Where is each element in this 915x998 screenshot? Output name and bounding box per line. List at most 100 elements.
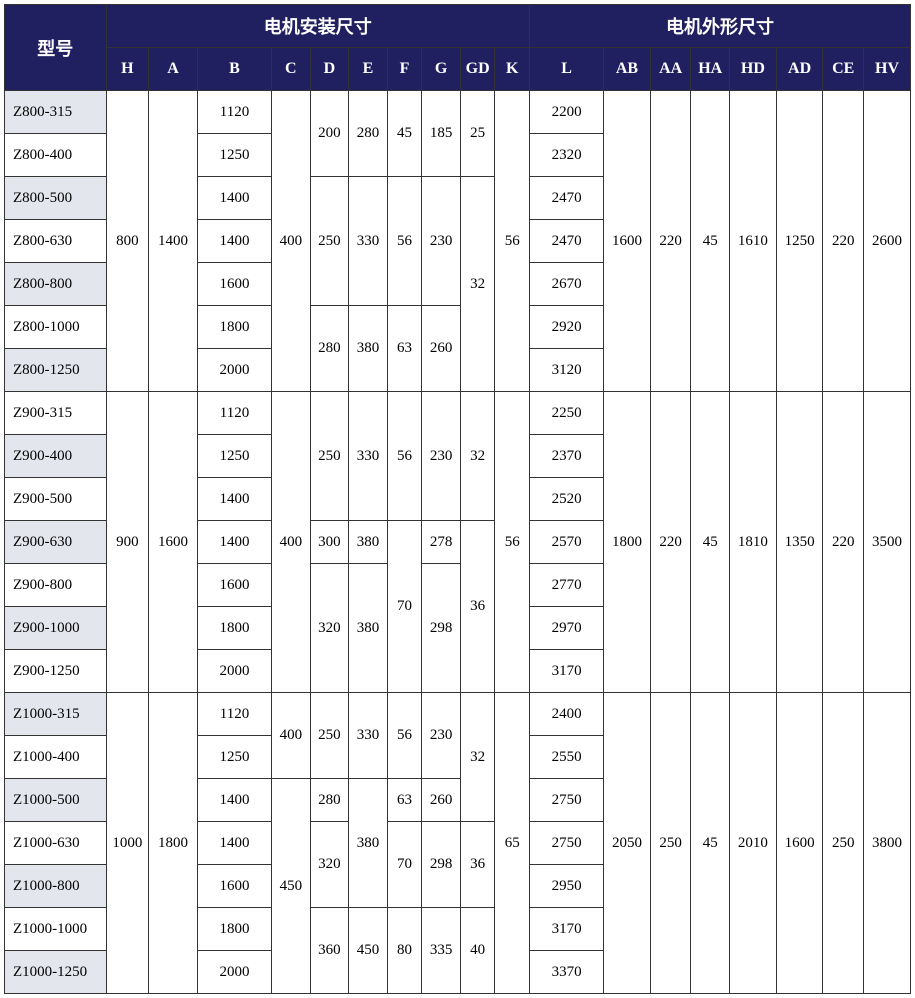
cell-model: Z800-400 (5, 134, 107, 177)
cell-B: 1400 (197, 220, 271, 263)
cell-E: 280 (349, 91, 388, 177)
header-col-GD: GD (460, 48, 495, 91)
header-install: 电机安装尺寸 (106, 5, 529, 48)
cell-L: 2920 (530, 306, 604, 349)
cell-model: Z1000-500 (5, 779, 107, 822)
header-col-H: H (106, 48, 149, 91)
cell-model: Z800-630 (5, 220, 107, 263)
cell-HV: 2600 (864, 91, 911, 392)
cell-D: 200 (310, 91, 349, 177)
cell-AA: 250 (650, 693, 691, 994)
header-col-G: G (422, 48, 461, 91)
cell-CE: 220 (823, 91, 864, 392)
cell-B: 1600 (197, 263, 271, 306)
cell-G: 185 (422, 91, 461, 177)
header-col-AB: AB (604, 48, 651, 91)
cell-model: Z1000-1250 (5, 951, 107, 994)
cell-D: 320 (310, 564, 349, 693)
cell-E: 330 (349, 177, 388, 306)
cell-D: 360 (310, 908, 349, 994)
table-header: 型号电机安装尺寸电机外形尺寸HABCDEFGGDKLABAAHAHDADCEHV (5, 5, 911, 91)
header-col-HV: HV (864, 48, 911, 91)
cell-HA: 45 (691, 392, 730, 693)
cell-HD: 2010 (730, 693, 777, 994)
cell-L: 2750 (530, 779, 604, 822)
cell-L: 2470 (530, 177, 604, 220)
header-col-HA: HA (691, 48, 730, 91)
cell-E: 450 (349, 908, 388, 994)
cell-F: 45 (387, 91, 422, 177)
cell-model: Z800-1250 (5, 349, 107, 392)
cell-L: 3370 (530, 951, 604, 994)
cell-B: 1800 (197, 607, 271, 650)
cell-C: 400 (272, 693, 311, 779)
cell-B: 2000 (197, 650, 271, 693)
header-outline: 电机外形尺寸 (530, 5, 911, 48)
cell-K: 65 (495, 693, 530, 994)
cell-HV: 3800 (864, 693, 911, 994)
cell-G: 260 (422, 306, 461, 392)
cell-GD: 25 (460, 91, 495, 177)
cell-D: 250 (310, 693, 349, 779)
cell-AA: 220 (650, 392, 691, 693)
cell-G: 230 (422, 392, 461, 521)
cell-B: 1400 (197, 521, 271, 564)
cell-F: 80 (387, 908, 422, 994)
table-row: Z1000-3151000180011204002503305623032652… (5, 693, 911, 736)
cell-D: 280 (310, 779, 349, 822)
cell-L: 2200 (530, 91, 604, 134)
cell-B: 1400 (197, 822, 271, 865)
cell-D: 250 (310, 177, 349, 306)
cell-L: 2550 (530, 736, 604, 779)
cell-F: 70 (387, 822, 422, 908)
header-col-B: B (197, 48, 271, 91)
cell-L: 2470 (530, 220, 604, 263)
cell-L: 2520 (530, 478, 604, 521)
cell-C: 400 (272, 91, 311, 392)
cell-L: 2750 (530, 822, 604, 865)
cell-D: 320 (310, 822, 349, 908)
cell-L: 2950 (530, 865, 604, 908)
cell-GD: 32 (460, 693, 495, 822)
cell-H: 800 (106, 91, 149, 392)
cell-model: Z1000-800 (5, 865, 107, 908)
cell-G: 298 (422, 822, 461, 908)
cell-K: 56 (495, 91, 530, 392)
cell-B: 1120 (197, 693, 271, 736)
cell-B: 1400 (197, 478, 271, 521)
header-col-AD: AD (776, 48, 823, 91)
cell-G: 260 (422, 779, 461, 822)
cell-model: Z900-315 (5, 392, 107, 435)
cell-B: 2000 (197, 349, 271, 392)
cell-model: Z800-315 (5, 91, 107, 134)
cell-model: Z900-500 (5, 478, 107, 521)
cell-H: 1000 (106, 693, 149, 994)
cell-model: Z900-1000 (5, 607, 107, 650)
cell-model: Z1000-315 (5, 693, 107, 736)
cell-HD: 1810 (730, 392, 777, 693)
cell-CE: 220 (823, 392, 864, 693)
cell-A: 1400 (149, 91, 198, 392)
cell-model: Z800-1000 (5, 306, 107, 349)
cell-K: 56 (495, 392, 530, 693)
table-row: Z900-31590016001120400250330562303256225… (5, 392, 911, 435)
cell-D: 250 (310, 392, 349, 521)
cell-CE: 250 (823, 693, 864, 994)
cell-HA: 45 (691, 693, 730, 994)
dimensions-table: 型号电机安装尺寸电机外形尺寸HABCDEFGGDKLABAAHAHDADCEHV… (4, 4, 911, 994)
header-model: 型号 (5, 5, 107, 91)
cell-AB: 2050 (604, 693, 651, 994)
cell-F: 56 (387, 177, 422, 306)
cell-E: 330 (349, 392, 388, 521)
cell-GD: 32 (460, 177, 495, 392)
cell-B: 1250 (197, 736, 271, 779)
cell-model: Z800-800 (5, 263, 107, 306)
cell-L: 2250 (530, 392, 604, 435)
cell-B: 1250 (197, 134, 271, 177)
cell-B: 1120 (197, 91, 271, 134)
table-body: Z800-31580014001120400200280451852556220… (5, 91, 911, 994)
cell-model: Z900-1250 (5, 650, 107, 693)
cell-H: 900 (106, 392, 149, 693)
cell-B: 1400 (197, 779, 271, 822)
cell-G: 230 (422, 693, 461, 779)
